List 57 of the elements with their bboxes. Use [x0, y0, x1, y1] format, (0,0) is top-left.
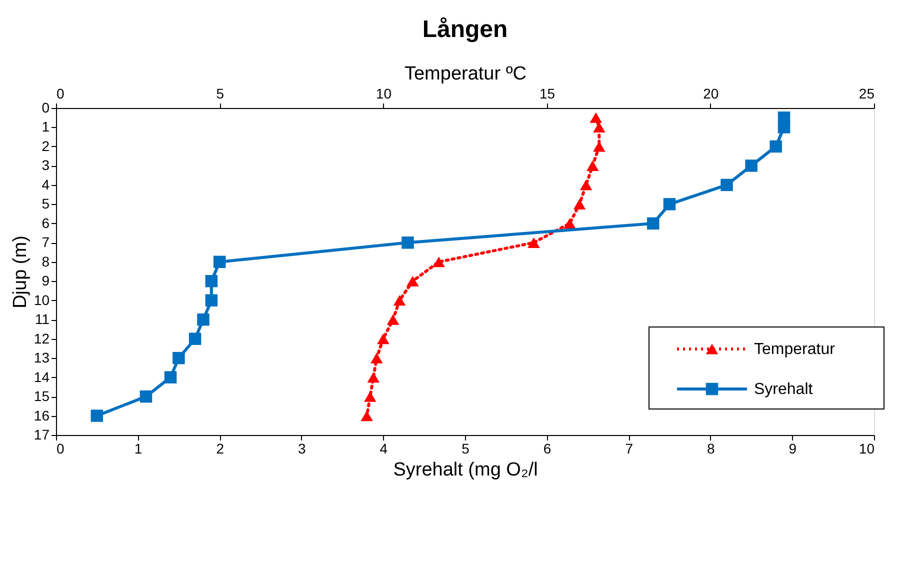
point: [647, 217, 660, 230]
x-tick-label: 6: [543, 440, 552, 456]
y-tick-label: 1: [42, 118, 50, 135]
point: [172, 352, 185, 364]
legend-label: Syrehalt: [754, 381, 814, 398]
x-tick-label: 1: [134, 440, 142, 456]
x-tick-label: 4: [380, 440, 388, 456]
x2-tick-label: 20: [703, 86, 719, 102]
y-tick-label: 10: [34, 292, 50, 308]
point: [188, 332, 202, 345]
point: [778, 121, 790, 134]
y-tick-label: 9: [42, 272, 50, 289]
y-tick-label: 14: [34, 368, 50, 385]
y-tick-label: 16: [34, 407, 50, 424]
point: [140, 390, 152, 403]
y-tick-label: 11: [34, 311, 50, 328]
y-tick-label: 17: [34, 426, 50, 442]
point: [205, 274, 218, 288]
point: [720, 178, 733, 192]
point: [205, 294, 218, 306]
point: [164, 371, 177, 384]
y-tick-label: 7: [42, 234, 50, 250]
point: [197, 313, 210, 326]
x2-tick-label: 10: [376, 86, 392, 102]
y-tick-label: 0: [42, 100, 50, 116]
y-tick-label: 12: [34, 330, 50, 346]
y-tick-label: 15: [34, 388, 50, 404]
x-tick-label: 8: [707, 440, 715, 456]
x-tick-label: 2: [216, 440, 224, 456]
y-axis-title: Djup (m): [10, 236, 31, 308]
y-tick-label: 2: [42, 138, 50, 154]
x2-axis-title: Temperatur ºC: [404, 64, 527, 84]
x2-tick-label: 25: [858, 86, 875, 102]
y-tick-label: 6: [42, 214, 50, 231]
chart-title: Lången: [422, 16, 508, 43]
point: [213, 256, 226, 268]
x-tick-label: 0: [56, 440, 64, 456]
y-tick-label: 4: [42, 176, 50, 192]
x-tick-label: 3: [298, 440, 306, 456]
point: [90, 410, 104, 422]
x2-tick-label: 0: [56, 86, 64, 102]
x-tick-label: 10: [858, 440, 875, 456]
point: [745, 160, 758, 172]
legend-label: Temperatur: [754, 341, 836, 358]
point: [770, 140, 782, 153]
y-tick-label: 3: [42, 157, 50, 174]
x2-tick-label: 15: [540, 86, 556, 102]
x-tick-label: 7: [625, 440, 634, 456]
x2-tick-label: 5: [216, 86, 224, 102]
point: [402, 236, 414, 249]
y-tick-label: 13: [34, 350, 50, 366]
point: [663, 198, 676, 210]
x-axis-title: Syrehalt (mg O₂/l: [393, 460, 538, 480]
x-tick-label: 9: [788, 440, 797, 456]
y-tick-label: 5: [42, 196, 50, 212]
y-tick-label: 8: [42, 253, 50, 270]
x-tick-label: 5: [462, 440, 470, 456]
